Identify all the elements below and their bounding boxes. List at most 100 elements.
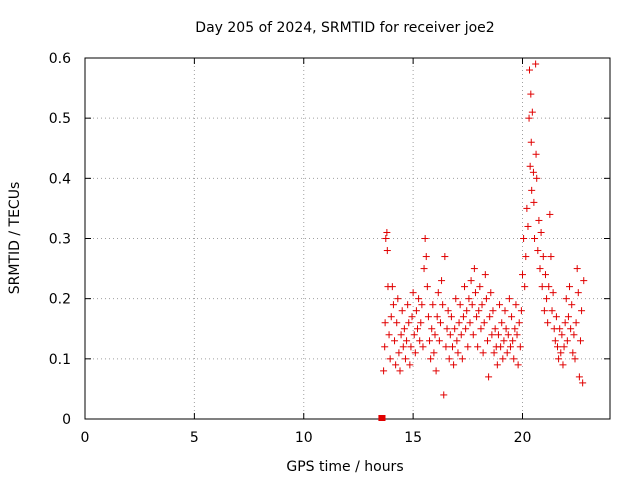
data-point bbox=[404, 301, 412, 309]
data-point bbox=[458, 355, 466, 363]
data-point bbox=[416, 337, 424, 345]
data-point bbox=[523, 204, 531, 212]
data-point bbox=[568, 301, 576, 309]
data-point bbox=[381, 319, 389, 327]
data-point bbox=[537, 228, 545, 236]
data-point bbox=[555, 355, 563, 363]
data-point bbox=[388, 283, 396, 291]
data-point bbox=[386, 355, 394, 363]
data-point bbox=[512, 301, 520, 309]
data-point bbox=[452, 295, 460, 303]
y-tick-label: 0.2 bbox=[49, 292, 71, 308]
data-point bbox=[487, 289, 495, 297]
data-point bbox=[493, 361, 501, 369]
data-point bbox=[484, 337, 491, 345]
data-point bbox=[527, 138, 535, 146]
data-point bbox=[445, 355, 453, 363]
data-point bbox=[486, 313, 494, 321]
data-point bbox=[435, 337, 443, 345]
data-point bbox=[531, 235, 539, 242]
y-tick-label: 0.1 bbox=[49, 352, 71, 368]
data-point bbox=[418, 301, 426, 309]
data-point bbox=[538, 283, 546, 291]
data-point bbox=[428, 325, 436, 333]
data-point bbox=[480, 319, 488, 327]
data-point bbox=[455, 319, 463, 327]
data-point bbox=[498, 319, 506, 327]
data-point bbox=[562, 295, 570, 303]
data-point bbox=[393, 319, 401, 327]
data-point bbox=[398, 307, 406, 315]
data-point bbox=[401, 355, 409, 363]
data-point bbox=[419, 343, 427, 351]
data-point bbox=[471, 289, 479, 297]
data-point bbox=[543, 295, 551, 303]
data-point bbox=[575, 373, 583, 381]
data-point bbox=[573, 265, 581, 273]
data-point bbox=[569, 349, 577, 357]
y-tick-label: 0 bbox=[62, 412, 71, 428]
data-point bbox=[527, 90, 535, 98]
data-point bbox=[430, 349, 438, 357]
data-point bbox=[521, 283, 529, 291]
data-point bbox=[459, 313, 467, 321]
data-point bbox=[524, 222, 532, 230]
data-point bbox=[410, 331, 418, 339]
data-point bbox=[383, 228, 391, 236]
data-point bbox=[503, 349, 511, 357]
data-point bbox=[385, 331, 393, 339]
data-point bbox=[532, 60, 540, 68]
data-point bbox=[520, 235, 528, 242]
data-point bbox=[436, 319, 444, 327]
chart-title: Day 205 of 2024, SRMTID for receiver joe… bbox=[195, 20, 494, 36]
data-point bbox=[564, 313, 572, 321]
y-tick-label: 0.4 bbox=[49, 171, 71, 187]
data-point bbox=[551, 337, 559, 345]
data-point bbox=[444, 307, 452, 315]
data-point bbox=[533, 174, 541, 182]
data-point bbox=[466, 319, 474, 327]
data-point bbox=[380, 367, 388, 375]
data-point bbox=[438, 277, 446, 285]
data-points bbox=[378, 60, 588, 421]
data-point bbox=[532, 150, 540, 158]
data-point bbox=[423, 283, 431, 291]
data-point bbox=[549, 289, 557, 297]
data-point bbox=[509, 337, 517, 345]
data-point bbox=[470, 265, 478, 273]
data-point bbox=[475, 307, 483, 315]
data-point bbox=[491, 325, 499, 333]
data-point bbox=[525, 114, 533, 122]
data-point bbox=[501, 307, 509, 315]
data-point bbox=[412, 307, 420, 315]
data-point bbox=[557, 349, 565, 357]
data-point bbox=[422, 253, 430, 261]
data-point bbox=[426, 337, 434, 345]
data-point bbox=[506, 343, 514, 351]
data-point bbox=[453, 337, 461, 345]
data-point bbox=[446, 331, 454, 339]
data-point bbox=[556, 325, 564, 333]
data-point bbox=[522, 253, 530, 261]
data-point bbox=[526, 66, 533, 74]
data-point bbox=[457, 331, 465, 339]
data-point bbox=[539, 253, 547, 261]
data-point bbox=[433, 313, 441, 321]
data-point bbox=[504, 331, 512, 339]
data-point bbox=[479, 349, 487, 357]
y-axis-label: SRMTID / TECUs bbox=[7, 182, 23, 295]
data-point bbox=[554, 343, 561, 351]
data-point bbox=[461, 283, 469, 291]
data-point bbox=[546, 210, 554, 218]
data-point bbox=[478, 301, 486, 309]
data-point bbox=[394, 295, 402, 303]
data-point bbox=[561, 319, 569, 327]
x-tick-label: 20 bbox=[514, 430, 532, 446]
data-point bbox=[513, 331, 521, 339]
data-point bbox=[526, 162, 534, 170]
data-point bbox=[391, 337, 399, 345]
data-point bbox=[406, 361, 414, 369]
data-point bbox=[519, 271, 526, 279]
data-point bbox=[424, 313, 432, 321]
